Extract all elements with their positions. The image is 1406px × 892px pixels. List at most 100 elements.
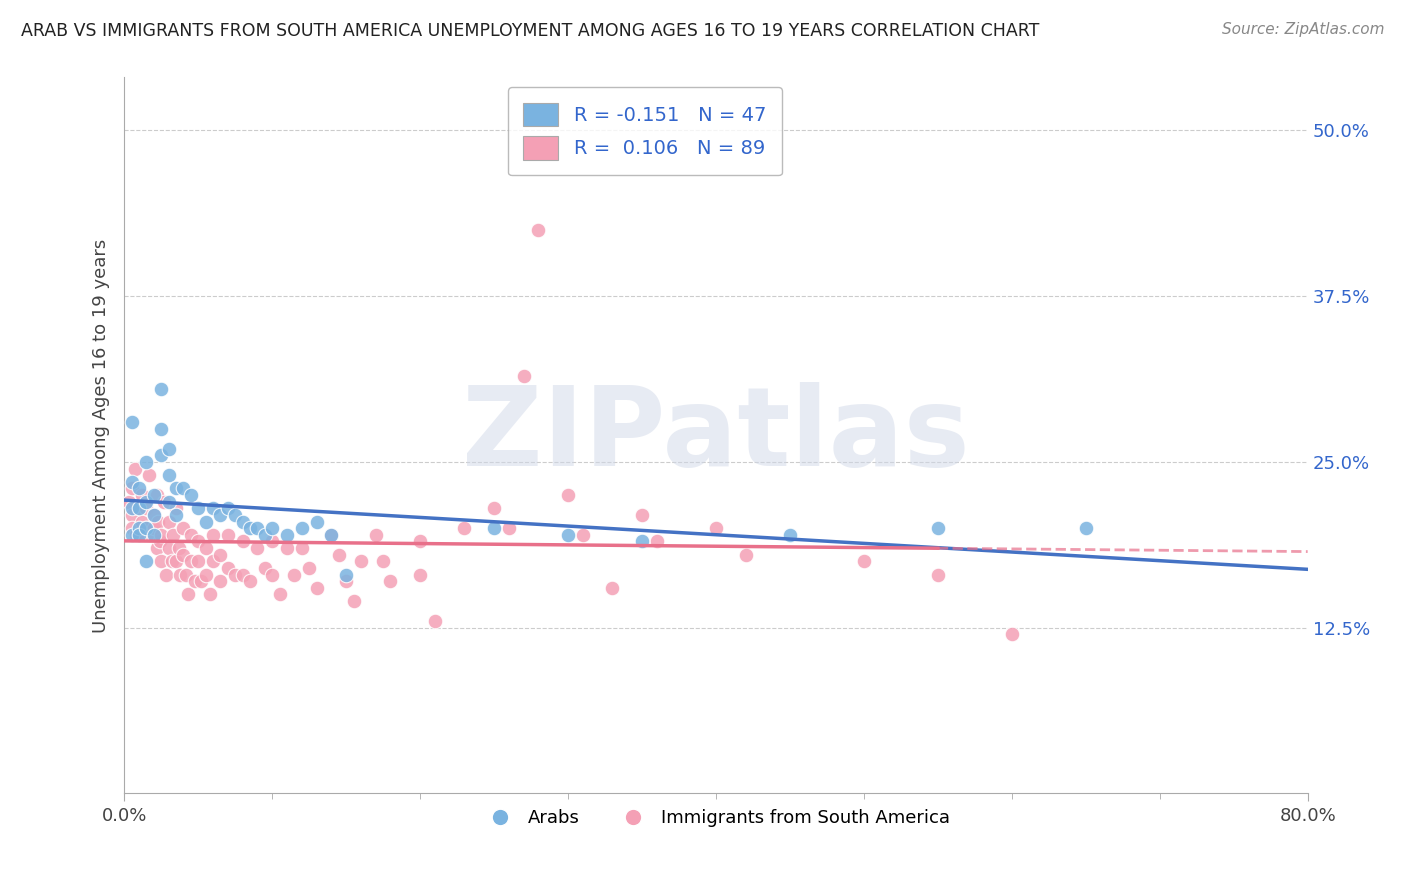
Text: Source: ZipAtlas.com: Source: ZipAtlas.com bbox=[1222, 22, 1385, 37]
Point bbox=[157, 494, 180, 508]
Point bbox=[328, 548, 350, 562]
Point bbox=[128, 501, 150, 516]
Point bbox=[201, 501, 224, 516]
Point bbox=[631, 534, 654, 549]
Point bbox=[276, 528, 298, 542]
Point bbox=[131, 488, 153, 502]
Point bbox=[121, 528, 143, 542]
Point bbox=[201, 554, 224, 568]
Point bbox=[321, 528, 343, 542]
Point bbox=[180, 488, 202, 502]
Point bbox=[150, 528, 173, 542]
Point bbox=[298, 561, 321, 575]
Point bbox=[157, 442, 180, 456]
Point bbox=[194, 515, 217, 529]
Point bbox=[232, 515, 254, 529]
Point bbox=[291, 521, 314, 535]
Point bbox=[150, 382, 173, 396]
Point bbox=[135, 455, 157, 469]
Point bbox=[165, 482, 187, 496]
Point bbox=[128, 521, 150, 535]
Point bbox=[142, 508, 165, 522]
Point bbox=[153, 494, 176, 508]
Point bbox=[142, 521, 165, 535]
Point bbox=[209, 508, 232, 522]
Point bbox=[209, 548, 232, 562]
Point bbox=[305, 515, 328, 529]
Point bbox=[262, 521, 284, 535]
Point bbox=[572, 528, 595, 542]
Point bbox=[135, 521, 157, 535]
Point bbox=[557, 488, 579, 502]
Point bbox=[224, 567, 246, 582]
Point bbox=[291, 541, 314, 555]
Point bbox=[1001, 627, 1024, 641]
Point bbox=[602, 581, 624, 595]
Point bbox=[276, 541, 298, 555]
Point bbox=[262, 534, 284, 549]
Point bbox=[269, 587, 291, 601]
Point bbox=[190, 574, 212, 589]
Point bbox=[527, 223, 550, 237]
Point bbox=[172, 521, 194, 535]
Point bbox=[364, 528, 387, 542]
Point bbox=[180, 554, 202, 568]
Point bbox=[177, 587, 200, 601]
Point bbox=[734, 548, 756, 562]
Point bbox=[342, 594, 364, 608]
Point bbox=[512, 368, 534, 383]
Point bbox=[135, 521, 157, 535]
Point bbox=[1074, 521, 1097, 535]
Point bbox=[184, 574, 207, 589]
Point bbox=[157, 468, 180, 483]
Point bbox=[645, 534, 668, 549]
Point bbox=[232, 567, 254, 582]
Point bbox=[232, 534, 254, 549]
Point bbox=[305, 581, 328, 595]
Point bbox=[187, 534, 209, 549]
Point bbox=[224, 508, 246, 522]
Point bbox=[194, 567, 217, 582]
Point bbox=[128, 482, 150, 496]
Point bbox=[142, 528, 165, 542]
Point bbox=[380, 574, 402, 589]
Point bbox=[779, 528, 801, 542]
Point bbox=[128, 528, 150, 542]
Text: ZIPatlas: ZIPatlas bbox=[463, 382, 970, 489]
Y-axis label: Unemployment Among Ages 16 to 19 years: Unemployment Among Ages 16 to 19 years bbox=[93, 238, 110, 632]
Point bbox=[128, 528, 150, 542]
Legend: Arabs, Immigrants from South America: Arabs, Immigrants from South America bbox=[475, 802, 957, 834]
Point bbox=[852, 554, 875, 568]
Point bbox=[121, 501, 143, 516]
Point bbox=[160, 554, 183, 568]
Point bbox=[217, 561, 239, 575]
Point bbox=[217, 501, 239, 516]
Point bbox=[631, 508, 654, 522]
Point bbox=[165, 554, 187, 568]
Point bbox=[118, 494, 141, 508]
Point bbox=[194, 541, 217, 555]
Point bbox=[142, 488, 165, 502]
Point bbox=[246, 521, 269, 535]
Point bbox=[135, 494, 157, 508]
Point bbox=[172, 482, 194, 496]
Point bbox=[321, 528, 343, 542]
Point bbox=[135, 554, 157, 568]
Point bbox=[262, 567, 284, 582]
Point bbox=[335, 574, 357, 589]
Point bbox=[131, 515, 153, 529]
Text: ARAB VS IMMIGRANTS FROM SOUTH AMERICA UNEMPLOYMENT AMONG AGES 16 TO 19 YEARS COR: ARAB VS IMMIGRANTS FROM SOUTH AMERICA UN… bbox=[21, 22, 1039, 40]
Point bbox=[124, 461, 146, 475]
Point bbox=[165, 508, 187, 522]
Point bbox=[482, 501, 505, 516]
Point bbox=[239, 521, 262, 535]
Point bbox=[139, 528, 162, 542]
Point bbox=[125, 528, 148, 542]
Point bbox=[169, 567, 191, 582]
Point bbox=[704, 521, 727, 535]
Point bbox=[138, 468, 160, 483]
Point bbox=[187, 501, 209, 516]
Point bbox=[557, 528, 579, 542]
Point bbox=[423, 614, 446, 628]
Point bbox=[335, 567, 357, 582]
